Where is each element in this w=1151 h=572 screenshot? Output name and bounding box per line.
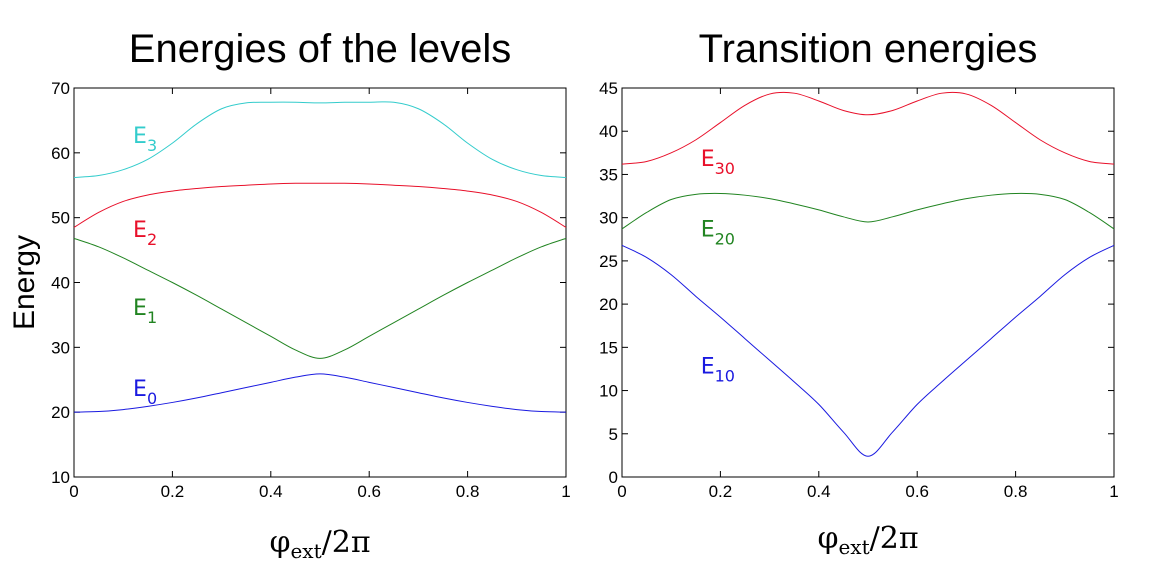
series-label-e20: E20 [701,218,735,249]
axes-frame [621,87,1115,478]
x-axis-label: φext/2π [269,525,370,563]
x-axis-label-tail: /2π [322,525,371,560]
y-tick-label: 30 [51,338,70,357]
series-label-e10: E10 [701,354,735,385]
y-tick-label: 0 [609,468,618,487]
x-tick-label: 0.8 [456,482,480,501]
y-tick-label: 60 [51,144,70,163]
chart-energies-of-levels: Energies of the levels Energy φext/2π 0 0.2 0… [8,27,571,563]
x-axis-label-sub: ext [290,539,321,563]
series-line-e30 [621,91,1115,165]
series-label-sub: 3 [147,136,157,155]
series-label-base: E [133,124,147,149]
series-line-e10 [621,244,1115,457]
x-tick-label: 0.2 [709,482,733,501]
series-line-e1 [73,237,567,359]
series-line-e2 [73,182,567,228]
series-label-sub: 0 [147,389,157,408]
series-label-base: E [133,296,147,321]
series-label-e30: E30 [701,147,735,178]
chart-title: Transition energies [699,27,1038,71]
y-tick-label: 20 [51,403,70,422]
x-axis-label-base: φ [817,521,838,556]
y-tick-label: 15 [599,338,618,357]
x-tick-label: 0.4 [259,482,283,501]
series-line-e0 [73,373,567,413]
series-label-e1: E1 [133,296,157,327]
series-label-sub: 2 [147,230,157,249]
x-tick-label: 0.2 [161,482,185,501]
y-tick-label: 30 [599,209,618,228]
x-tick-label: 1 [561,482,570,501]
chart-title: Energies of the levels [129,27,511,71]
series-label-base: E [133,377,147,402]
series-label-sub: 20 [715,230,735,249]
series-line-e20 [621,192,1115,230]
chart-transition-energies: Transition energies φext/2π 0 0.2 0.4 0.6 0.8 1… [599,27,1119,559]
x-tick-label: 0 [69,482,78,501]
series-label-base: E [701,354,715,379]
y-tick-label: 10 [51,468,70,487]
series-label-e2: E2 [133,218,157,249]
x-tick-label: 0.6 [905,482,929,501]
y-tick-label: 50 [51,209,70,228]
y-tick-label: 70 [51,79,70,98]
series-label-e3: E3 [133,124,157,155]
y-tick-label: 10 [599,382,618,401]
y-tick-label: 45 [599,79,618,98]
series-line-e3 [73,101,567,178]
x-axis-label-base: φ [269,525,290,560]
x-tick-label: 1 [1109,482,1118,501]
series-label-base: E [701,147,715,172]
series-label-base: E [133,218,147,243]
series-label-sub: 10 [715,366,735,385]
y-axis-label: Energy [8,235,41,330]
series-label-e0: E0 [133,377,157,408]
x-tick-label: 0.6 [357,482,381,501]
y-tick-label: 35 [599,165,618,184]
x-axis-label-sub: ext [838,535,869,559]
y-tick-label: 40 [599,122,618,141]
y-tick-label: 20 [599,295,618,314]
series-label-sub: 1 [147,308,157,327]
x-tick-label: 0.8 [1004,482,1028,501]
x-axis-label: φext/2π [817,521,918,559]
x-tick-label: 0 [617,482,626,501]
x-axis-label-tail: /2π [870,521,919,556]
y-tick-label: 25 [599,252,618,271]
y-tick-label: 5 [609,425,618,444]
series-label-base: E [701,218,715,243]
x-tick-label: 0.4 [807,482,831,501]
y-tick-label: 40 [51,274,70,293]
series-label-sub: 30 [715,159,735,178]
